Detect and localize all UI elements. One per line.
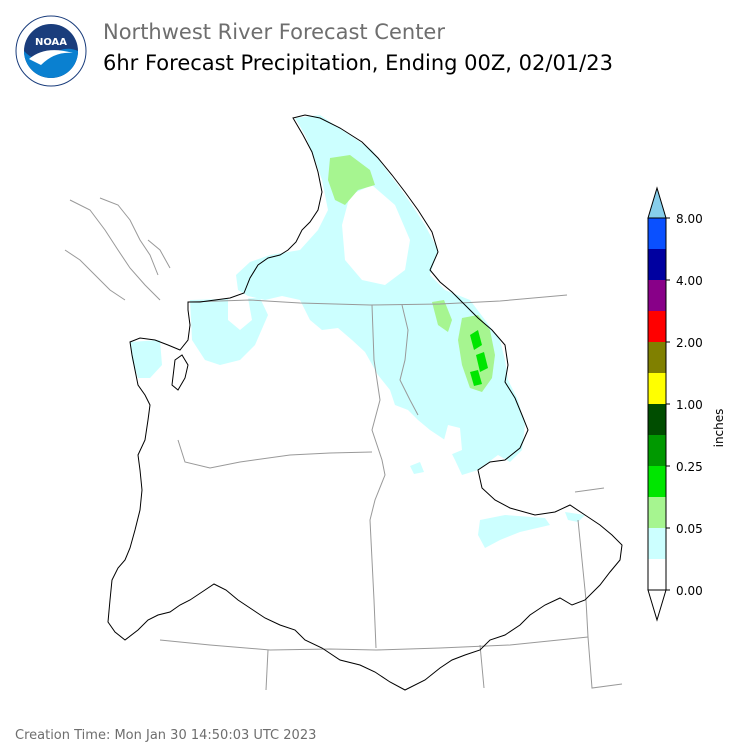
colorbar-bin (648, 435, 666, 466)
colorbar-bin (648, 497, 666, 528)
colorbar-unit-label: inches (712, 409, 726, 448)
noaa-logo: NOAA (15, 15, 87, 87)
colorbar-bottom-arrow (647, 589, 667, 622)
colorbar-bin (648, 249, 666, 280)
state-boundaries (64, 197, 623, 691)
colorbar-bin (648, 280, 666, 311)
product-title: 6hr Forecast Precipitation, Ending 00Z, … (103, 51, 613, 75)
colorbar-bin (648, 528, 666, 559)
colorbar-bin (648, 404, 666, 435)
colorbar-bin (648, 218, 666, 249)
colorbar-tick-label: 8.00 (676, 212, 703, 226)
precip-light-green (328, 155, 495, 392)
colorbar-bin (648, 559, 666, 590)
precip-bright-green (470, 330, 488, 386)
colorbar-tick-label: 2.00 (676, 336, 703, 350)
colorbar-bin (648, 311, 666, 342)
colorbar-tick-label: 0.00 (676, 584, 703, 598)
precip-gaps (228, 185, 462, 455)
logo-text: NOAA (35, 37, 67, 48)
colorbar-tick-label: 4.00 (676, 274, 703, 288)
creation-time: Creation Time: Mon Jan 30 14:50:03 UTC 2… (15, 728, 317, 743)
colorbar-tick-label: 0.05 (676, 522, 703, 536)
basin-outline (107, 114, 623, 691)
colorbar-bin (648, 466, 666, 497)
org-title: Northwest River Forecast Center (103, 20, 445, 44)
colorbar: 0.00 0.05 0.25 1.00 2.00 4.00 8.00 inche… (647, 186, 726, 622)
colorbar-tick-label: 0.25 (676, 460, 703, 474)
colorbar-tick-label: 1.00 (676, 398, 703, 412)
colorbar-bin (648, 373, 666, 404)
colorbar-top-arrow (647, 186, 667, 219)
colorbar-bin (648, 342, 666, 373)
